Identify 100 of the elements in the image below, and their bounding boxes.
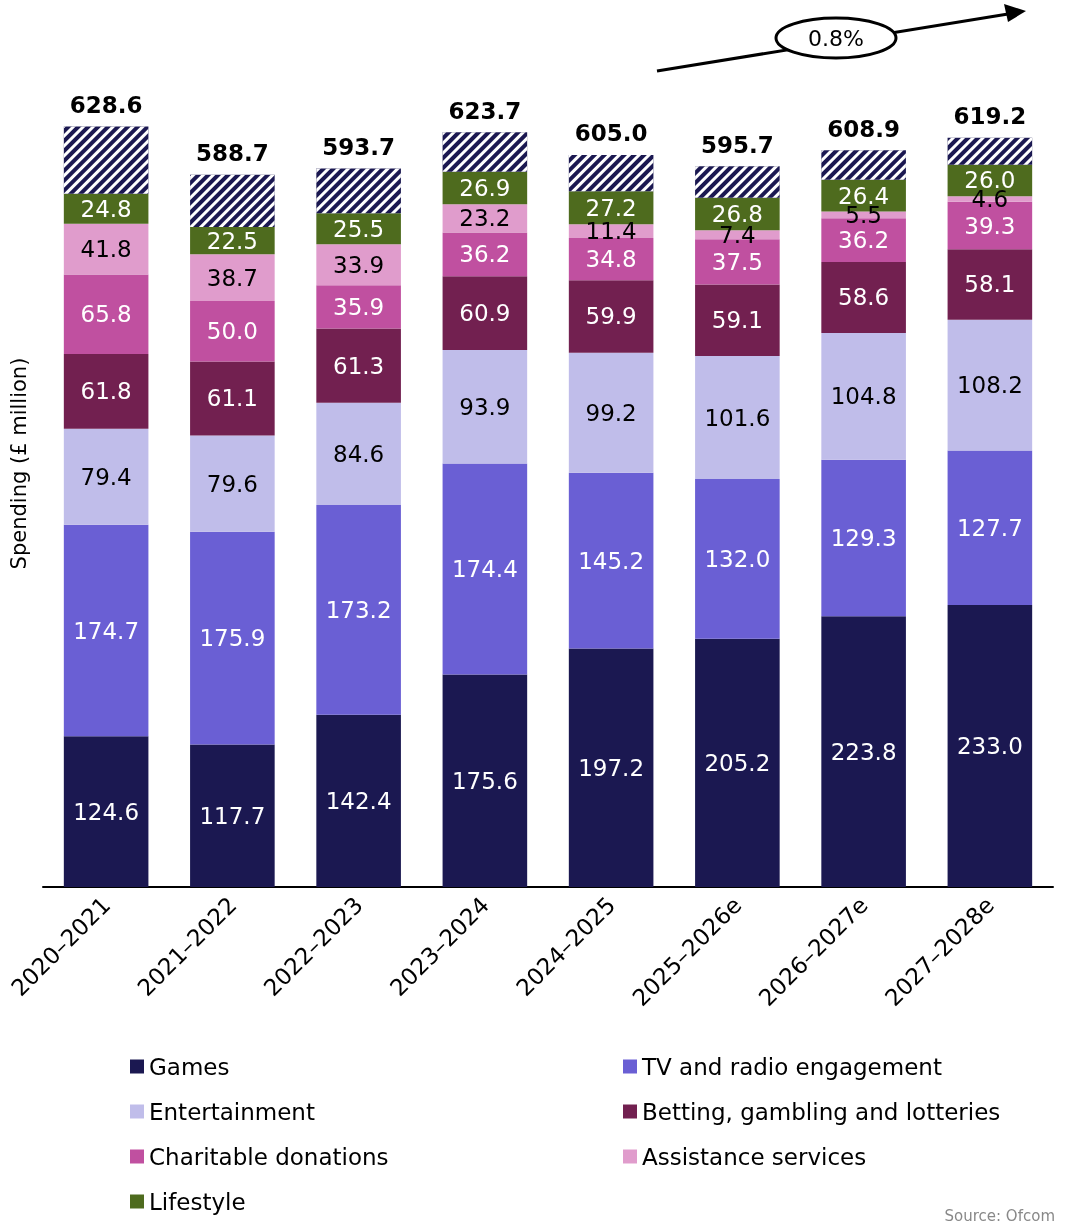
legend-label: TV and radio engagement — [641, 1053, 942, 1080]
data-label: 108.2 — [956, 372, 1023, 399]
data-label: 58.1 — [964, 271, 1016, 298]
data-label: 205.2 — [704, 749, 771, 776]
data-label: 124.6 — [73, 798, 140, 825]
bar — [63, 524, 149, 737]
bar — [442, 349, 528, 464]
text: 0.8% — [808, 26, 864, 51]
legend-label: Assistance services — [642, 1143, 867, 1170]
total-label: 623.7 — [448, 97, 522, 124]
data-label: 104.8 — [830, 383, 897, 410]
data-label: 24.8 — [80, 195, 132, 222]
legend-label: Charitable donations — [149, 1143, 389, 1170]
bar — [63, 428, 149, 525]
bar — [821, 332, 906, 460]
bar — [63, 354, 149, 429]
total-label: 628.6 — [69, 91, 143, 118]
data-label: 61.8 — [80, 378, 132, 405]
total-label: 593.7 — [322, 134, 396, 161]
data-label: 41.8 — [80, 236, 132, 263]
bar — [947, 319, 1033, 451]
source-note: Source: Ofcom — [944, 1207, 1055, 1225]
bar — [316, 328, 401, 403]
bar — [947, 450, 1033, 606]
data-label: 27.2 — [585, 194, 637, 221]
data-label: 33.9 — [333, 251, 385, 278]
total-label: 588.7 — [195, 140, 269, 167]
data-label: 60.9 — [459, 300, 511, 327]
data-label: 174.7 — [73, 617, 140, 644]
data-label: 35.9 — [333, 293, 385, 320]
legend-label: Entertainment — [149, 1098, 315, 1125]
data-label: 132.0 — [704, 545, 771, 572]
data-label: 34.8 — [585, 246, 637, 273]
bar — [695, 478, 780, 639]
y-axis-title: Spending (£ million) — [6, 357, 31, 570]
bar — [442, 276, 528, 350]
bar — [63, 223, 149, 275]
data-label: 36.2 — [838, 227, 890, 254]
data-label: 61.1 — [206, 385, 258, 412]
bar — [63, 274, 149, 354]
bar — [316, 244, 401, 286]
data-label: 11.4 — [585, 218, 637, 245]
data-label: 93.9 — [459, 393, 511, 420]
data-label: 101.6 — [704, 404, 771, 431]
bar — [821, 262, 906, 333]
legend-label: Games — [149, 1053, 230, 1080]
bar — [316, 714, 401, 887]
bar — [316, 505, 401, 715]
bar — [821, 616, 906, 887]
data-label: 38.7 — [206, 264, 258, 291]
data-label: 59.9 — [585, 303, 637, 330]
legend-label: Lifestyle — [149, 1188, 246, 1215]
data-label: 59.1 — [711, 307, 763, 334]
data-label: 129.3 — [830, 524, 897, 551]
bar — [821, 459, 906, 617]
data-label: 142.4 — [325, 787, 392, 814]
data-label: 37.5 — [711, 248, 763, 275]
bar — [63, 736, 149, 887]
data-label: 25.5 — [333, 215, 385, 242]
data-label: 197.2 — [578, 754, 645, 781]
total-label: 608.9 — [827, 115, 901, 142]
bar — [442, 463, 528, 675]
data-label: 84.6 — [333, 440, 385, 467]
data-label: 223.8 — [830, 738, 897, 765]
bar — [190, 744, 275, 887]
data-label: 22.5 — [206, 227, 258, 254]
data-label: 174.4 — [451, 556, 518, 583]
bar — [316, 285, 401, 329]
data-label: 65.8 — [80, 301, 132, 328]
bar — [695, 356, 780, 479]
bar — [947, 605, 1033, 887]
data-label: 23.2 — [459, 205, 511, 232]
data-label: 58.6 — [838, 284, 890, 311]
bar — [568, 648, 654, 887]
bar — [442, 674, 528, 887]
data-label: 117.7 — [199, 802, 266, 829]
bar — [568, 352, 654, 473]
bar — [190, 361, 275, 436]
total-label: 595.7 — [700, 131, 774, 158]
data-label: 175.9 — [199, 625, 266, 652]
data-label: 26.9 — [459, 175, 511, 202]
data-label: 99.2 — [585, 399, 637, 426]
data-label: 50.0 — [206, 318, 258, 345]
data-label: 39.3 — [964, 212, 1016, 239]
bar — [190, 531, 275, 745]
data-label: 79.4 — [80, 463, 132, 490]
bar — [947, 249, 1033, 320]
bar — [695, 284, 780, 357]
bar — [695, 638, 780, 887]
data-label: 36.2 — [459, 241, 511, 268]
bar — [316, 402, 401, 506]
data-label: 79.6 — [206, 470, 258, 497]
bar — [190, 435, 275, 532]
total-label: 605.0 — [574, 120, 648, 147]
bar — [190, 254, 275, 301]
data-label: 233.0 — [956, 733, 1023, 760]
data-label: 175.6 — [451, 767, 518, 794]
bar — [568, 472, 654, 649]
legend-label: Betting, gambling and lotteries — [642, 1098, 1001, 1125]
data-label: 61.3 — [333, 352, 385, 379]
